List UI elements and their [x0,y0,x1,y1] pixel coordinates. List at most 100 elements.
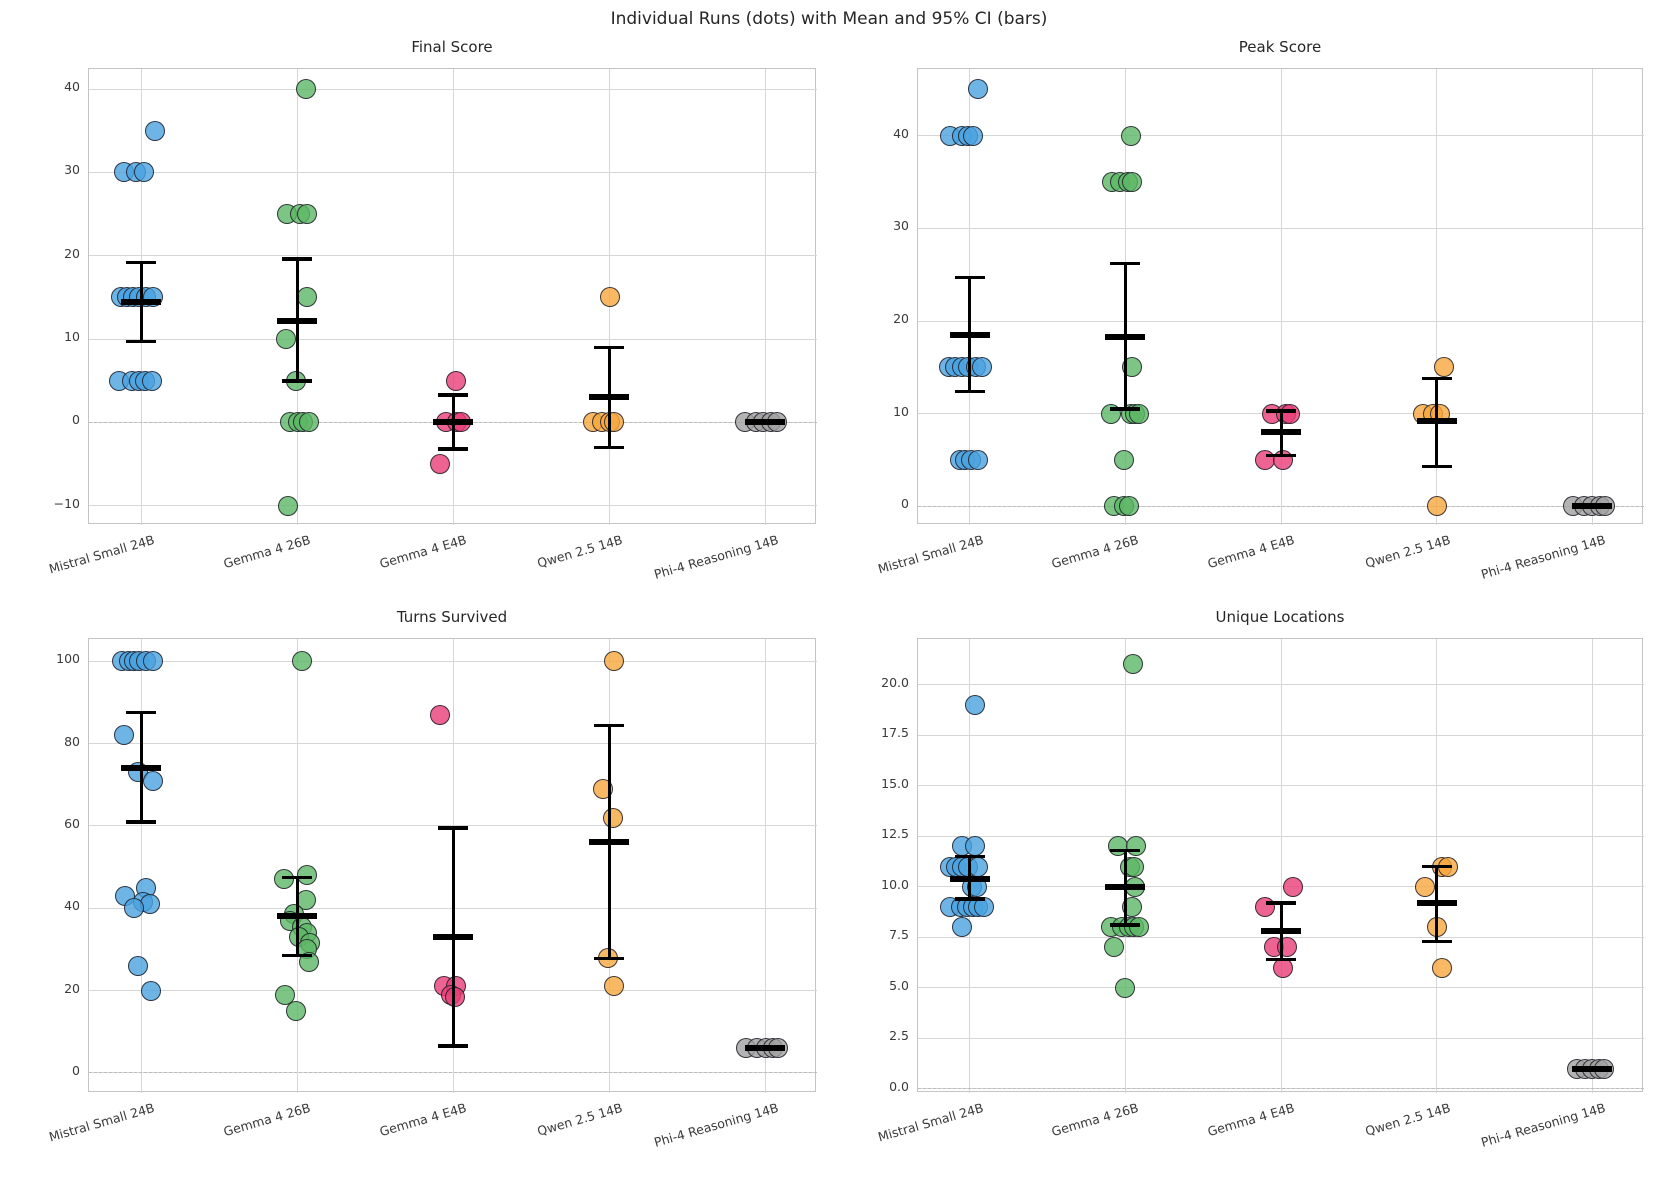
data-point [1434,357,1455,378]
mean-bar [433,419,473,426]
gridline [764,639,766,1093]
data-point [971,357,992,378]
y-tick-label: 17.5 [881,725,909,741]
data-point [273,869,294,890]
data-point [965,836,986,857]
ci-cap-top [282,257,312,261]
ci-cap-bottom [954,897,985,901]
data-point [1255,896,1276,917]
y-tick-label: 30 [893,218,909,234]
data-point [275,984,296,1005]
ci-cap-bottom [1421,464,1452,469]
ci-cap-top [126,260,156,265]
data-point [1103,937,1124,958]
mean-bar [949,875,990,882]
ci-cap-top [954,275,985,280]
y-tick-label: 20 [893,311,909,327]
gridline [1436,69,1438,525]
y-tick-label: 12.5 [881,826,909,842]
y-tick-label: 5.0 [889,977,909,993]
mean-bar [1261,928,1301,935]
gridline [296,639,298,1093]
zero-reference-line [918,1088,1644,1090]
y-tick-label: 20 [64,245,80,261]
y-tick-label: 20 [64,980,80,996]
data-point [1427,496,1448,517]
ci-cap-top [1110,261,1141,266]
data-point [141,980,162,1001]
mean-bar [589,394,629,401]
y-tick-label: 40 [64,79,80,94]
ci-cap-bottom [1110,407,1141,411]
data-point [1122,172,1143,193]
y-tick-label: 60 [64,815,80,831]
data-point [1124,856,1145,877]
gridline [1591,69,1593,525]
y-tick-label: −10 [53,495,80,511]
data-point [1113,450,1134,471]
ci-cap-bottom [594,445,624,450]
data-point [968,450,989,471]
mean-bar [589,839,629,846]
ci-cap-top [282,875,312,880]
ci-cap-bottom [282,953,312,958]
y-tick-label: 20.0 [881,674,909,690]
data-point [446,370,467,391]
ci-cap-top [438,826,468,830]
data-point [1123,654,1144,675]
data-point [968,79,989,100]
data-point [602,807,623,828]
data-point [297,204,318,225]
ci-cap-top [1110,848,1141,853]
ci-cap-bottom [1421,939,1452,944]
data-point [141,370,162,391]
y-tick-label: 80 [64,733,80,749]
data-point [1119,496,1140,517]
subplot-title-turns-survived: Turns Survived [396,608,508,626]
y-tick-label: 10 [64,329,80,345]
data-point [1115,977,1136,998]
mean-bar [745,1045,785,1052]
mean-bar [433,934,473,940]
data-point [965,694,986,715]
y-tick-label: 0.0 [889,1078,909,1094]
y-tick-label: 40 [64,898,80,914]
data-point [1279,403,1300,424]
ci-cap-top [594,723,624,728]
data-point [1282,876,1303,897]
data-point [962,125,983,146]
zero-reference-line [918,505,1644,507]
data-point [145,120,166,141]
data-point [429,704,450,725]
mean-bar [949,332,990,338]
zero-reference-line [89,1072,817,1074]
subplot-peak-score [917,68,1644,525]
data-point [113,725,134,746]
ci-cap-bottom [438,1044,468,1048]
y-tick-label: 0 [901,496,909,512]
ci-cap-bottom [282,378,312,383]
data-point [429,454,450,475]
y-tick-label: 15.0 [881,775,909,791]
figure-title: Individual Runs (dots) with Mean and 95%… [610,9,1048,29]
subplot-title-unique-locations: Unique Locations [1215,608,1345,626]
ci-cap-bottom [126,819,156,824]
ci-cap-top [438,393,468,397]
mean-bar [745,419,785,426]
data-point [604,976,625,997]
data-point [968,856,989,877]
y-tick-label: 10.0 [881,876,909,892]
data-point [952,917,973,938]
y-tick-label: 0 [72,412,80,428]
data-point [445,986,466,1007]
subplot-unique-locations [917,638,1644,1093]
data-point [297,865,318,886]
data-point [297,287,318,308]
ci-cap-bottom [126,339,156,344]
data-point [142,651,163,672]
y-tick-label: 40 [893,125,909,141]
data-point [604,651,625,672]
ci-cap-bottom [1266,453,1296,458]
mean-bar [1572,503,1613,510]
data-point [1414,876,1435,897]
